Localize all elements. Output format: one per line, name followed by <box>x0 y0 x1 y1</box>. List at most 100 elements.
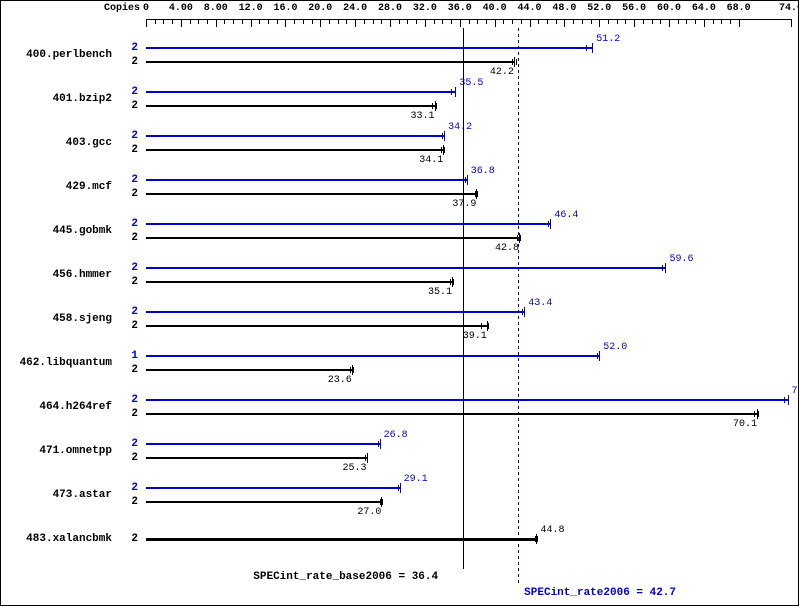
tick-minor <box>407 19 408 24</box>
err-base-hi <box>453 279 454 285</box>
tick-minor <box>721 19 722 24</box>
tick-minor <box>521 19 522 24</box>
value-peak: 51.2 <box>596 34 620 45</box>
tick-minor <box>242 19 243 24</box>
tick-minor <box>486 19 487 24</box>
value-peak: 46.4 <box>554 210 578 221</box>
copies-peak: 2 <box>128 130 138 142</box>
bar-base <box>146 413 757 415</box>
err-peak-lo <box>597 353 598 359</box>
tick-minor <box>338 19 339 24</box>
tick-minor <box>538 19 539 24</box>
benchmark-label: 445.gobmk <box>53 225 112 237</box>
err-base-lo <box>380 499 381 505</box>
copies-base: 2 <box>128 100 138 112</box>
err-peak-hi <box>788 397 789 403</box>
bar-base <box>146 237 519 239</box>
tick-minor <box>686 19 687 24</box>
benchmark-label: 473.astar <box>53 489 112 501</box>
tick-minor <box>512 19 513 24</box>
err-peak-hi <box>467 177 468 183</box>
tick-major <box>181 19 182 27</box>
tick-minor <box>381 19 382 24</box>
err-base-hi <box>477 191 478 197</box>
bar-peak <box>146 179 467 181</box>
tick-major <box>460 19 461 27</box>
err-peak-hi <box>444 133 445 139</box>
tick-label: 44.0 <box>517 3 541 14</box>
value-base: 39.1 <box>463 331 487 342</box>
tick-minor <box>364 19 365 24</box>
tick-major <box>320 19 321 27</box>
err-peak-hi <box>380 441 381 447</box>
err-peak-lo <box>662 265 663 271</box>
tick-label: 4.00 <box>169 3 193 14</box>
tick-minor <box>373 19 374 24</box>
tick-minor <box>233 19 234 24</box>
bar-peak <box>146 267 665 269</box>
tick-major <box>425 19 426 27</box>
value-base: 27.0 <box>357 507 381 518</box>
tick-minor <box>477 19 478 24</box>
footer-base: SPECint_rate_base2006 = 36.4 <box>253 571 438 583</box>
tick-label: 52.0 <box>587 3 611 14</box>
tick-label: 12.0 <box>239 3 263 14</box>
err-base-lo <box>365 455 366 461</box>
copies-peak: 2 <box>128 438 138 450</box>
err-peak-hi <box>550 221 551 227</box>
value-base: 44.8 <box>540 525 564 536</box>
copies-peak: 1 <box>128 350 138 362</box>
copies-peak: 2 <box>128 482 138 494</box>
bar-base <box>146 369 352 371</box>
tick-minor <box>268 19 269 24</box>
tick-major <box>285 19 286 27</box>
tick-minor <box>608 19 609 24</box>
tick-minor <box>259 19 260 24</box>
ref-line-peak <box>518 28 519 585</box>
err-peak-hi <box>665 265 666 271</box>
value-base: 70.1 <box>733 419 757 430</box>
copies-base: 2 <box>128 533 138 545</box>
err-base-hi <box>488 323 489 329</box>
tick-minor <box>346 19 347 24</box>
err-base-hi <box>537 536 538 542</box>
err-peak-hi <box>599 353 600 359</box>
tick-label: 24.0 <box>343 3 367 14</box>
err-peak-lo <box>548 221 549 227</box>
copies-base: 2 <box>128 232 138 244</box>
value-peak: 35.5 <box>459 78 483 89</box>
bar-peak <box>146 355 599 357</box>
bar-base <box>146 457 367 459</box>
err-base-lo <box>475 191 476 197</box>
value-base: 42.2 <box>490 67 514 78</box>
err-base-lo <box>481 323 482 329</box>
tick-label: 48.0 <box>552 3 576 14</box>
err-base-lo <box>441 147 442 153</box>
value-peak: 34.2 <box>448 122 472 133</box>
tick-minor <box>660 19 661 24</box>
err-base-hi <box>444 147 445 153</box>
value-peak: 43.4 <box>528 298 552 309</box>
value-peak: 26.8 <box>384 430 408 441</box>
value-peak: 73.6 <box>792 386 799 397</box>
tick-label: 56.0 <box>622 3 646 14</box>
err-peak-hi <box>524 309 525 315</box>
benchmark-label: 464.h264ref <box>39 401 112 413</box>
tick-major <box>355 19 356 27</box>
tick-label: 68.0 <box>727 3 751 14</box>
benchmark-label: 400.perlbench <box>26 49 112 61</box>
tick-major <box>495 19 496 27</box>
bar-peak <box>146 399 788 401</box>
tick-minor <box>303 19 304 24</box>
benchmark-label: 403.gcc <box>66 137 112 149</box>
tick-minor <box>591 19 592 24</box>
tick-minor <box>573 19 574 24</box>
benchmark-label: 471.omnetpp <box>39 445 112 457</box>
tick-major <box>390 19 391 27</box>
tick-minor <box>172 19 173 24</box>
tick-minor <box>678 19 679 24</box>
tick-minor <box>503 19 504 24</box>
copies-peak: 2 <box>128 86 138 98</box>
tick-minor <box>190 19 191 24</box>
tick-minor <box>294 19 295 24</box>
